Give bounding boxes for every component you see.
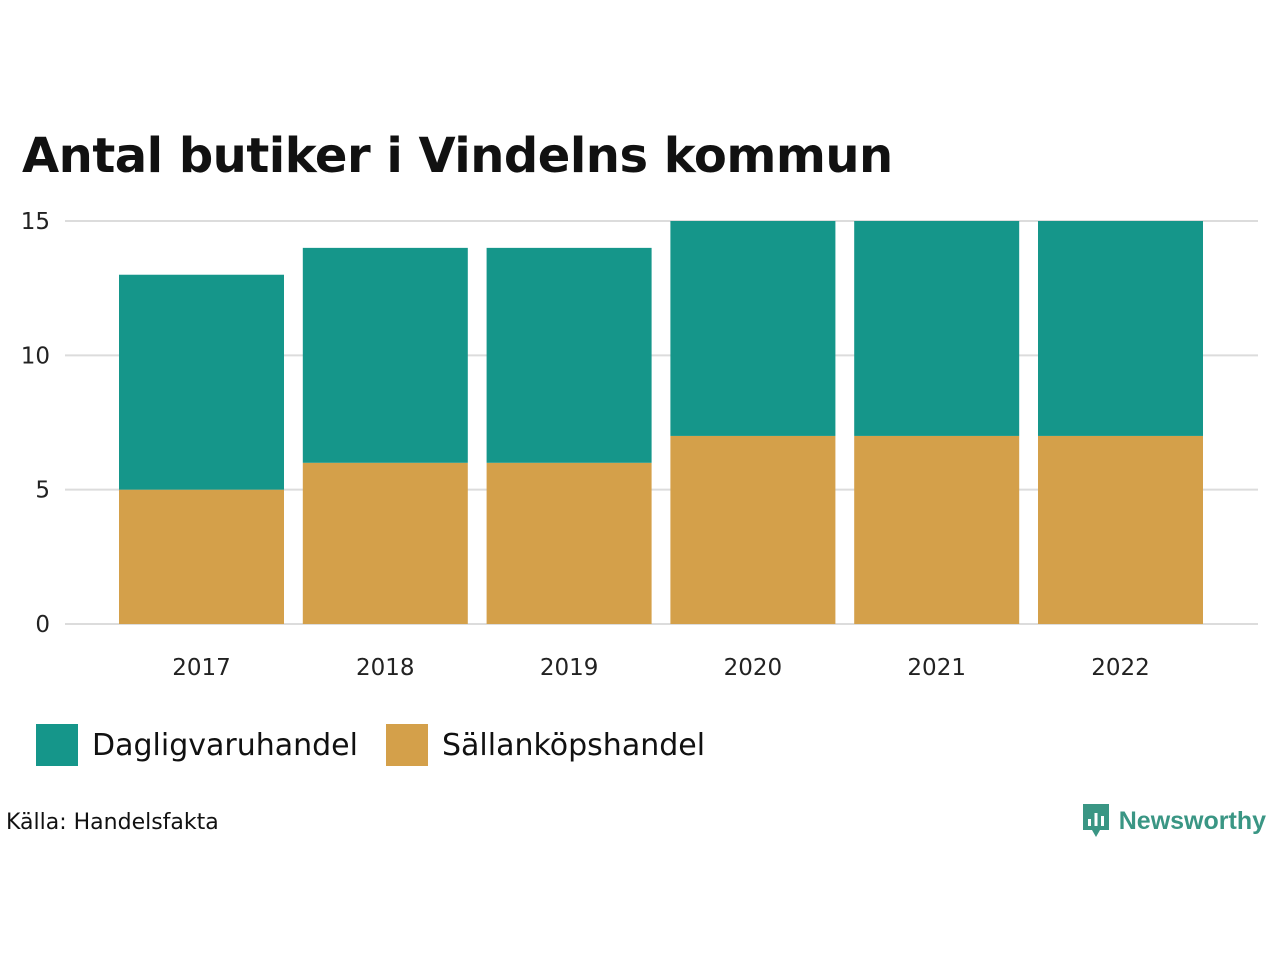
bar-sallankopshandel-2020 — [670, 435, 836, 624]
brand-logo: Newsworthy — [1081, 802, 1266, 840]
bar-sallankopshandel-2019 — [486, 462, 652, 624]
source-note: Källa: Handelsfakta — [6, 810, 219, 835]
chart-title: Antal butiker i Vindelns kommun — [22, 128, 893, 184]
bar-chart: 0 5 10 15 2017 2018 2019 2020 2021 2022 — [21, 209, 1258, 681]
y-axis-ticks: 0 5 10 15 — [21, 209, 50, 638]
legend: Dagligvaruhandel Sällanköpshandel — [36, 724, 733, 766]
legend-swatch-sallankopshandel — [385, 724, 428, 766]
bar-dagligvaruhandel-2017 — [119, 274, 284, 490]
y-tick-label-15: 15 — [21, 209, 50, 235]
y-tick-label-5: 5 — [35, 478, 50, 504]
x-axis-ticks: 2017 2018 2019 2020 2021 2022 — [172, 655, 1150, 681]
y-tick-label-10: 10 — [21, 343, 50, 369]
bar-dagligvaruhandel-2022 — [1038, 221, 1203, 436]
legend-item-dagligvaruhandel: Dagligvaruhandel — [36, 724, 358, 766]
x-tick-label-2017: 2017 — [172, 655, 231, 681]
legend-label-sallankopshandel: Sällanköpshandel — [441, 727, 706, 763]
bar-dagligvaruhandel-2019 — [486, 247, 652, 463]
x-tick-label-2020: 2020 — [724, 655, 783, 681]
x-tick-label-2019: 2019 — [540, 655, 599, 681]
legend-label-dagligvaruhandel: Dagligvaruhandel — [92, 727, 358, 763]
x-tick-label-2022: 2022 — [1091, 655, 1150, 681]
bar-dagligvaruhandel-2018 — [302, 247, 468, 463]
bars — [119, 221, 1203, 624]
bar-sallankopshandel-2021 — [854, 435, 1020, 624]
legend-item-sallankopshandel: Sällanköpshandel — [385, 724, 706, 766]
bar-sallankopshandel-2017 — [119, 489, 284, 624]
bar-dagligvaruhandel-2020 — [670, 221, 836, 436]
x-tick-label-2018: 2018 — [356, 655, 415, 681]
brand-name: Newsworthy — [1118, 806, 1266, 835]
y-tick-label-0: 0 — [35, 612, 50, 638]
bar-dagligvaruhandel-2021 — [854, 221, 1020, 436]
x-tick-label-2021: 2021 — [907, 655, 966, 681]
newsworthy-logo-icon — [1082, 804, 1109, 837]
bar-sallankopshandel-2022 — [1038, 435, 1203, 624]
bar-sallankopshandel-2018 — [302, 462, 468, 624]
legend-swatch-dagligvaruhandel — [36, 724, 78, 766]
